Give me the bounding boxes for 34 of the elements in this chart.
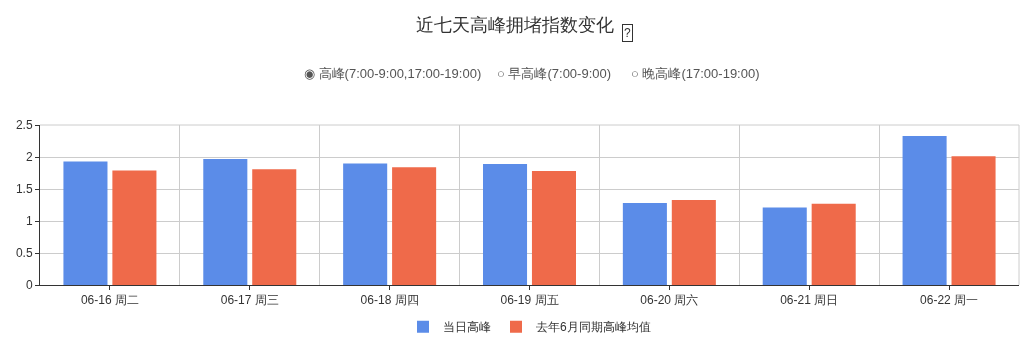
x-tick-label: 06-20 周六 [640, 293, 699, 308]
x-tick-label: 06-22 周一 [920, 293, 979, 308]
x-tick-label: 06-21 周日 [780, 293, 839, 308]
bar [811, 203, 856, 285]
bar [392, 167, 437, 285]
bar [343, 163, 388, 285]
text: ○ 早高峰(7:00-9:00) [497, 66, 612, 81]
bar [63, 161, 108, 285]
text: ◉ 高峰(7:00-9:00,17:00-19:00) [304, 66, 482, 81]
bar [203, 158, 248, 285]
bar [483, 164, 528, 285]
text: ○ 晚高峰(17:00-19:00) [631, 66, 760, 81]
y-tick-label: 1.5 [15, 182, 33, 197]
chart-title: 近七天高峰拥堵指数变化 [415, 14, 614, 35]
x-tick-label: 06-18 周四 [360, 293, 419, 308]
x-tick-label: 06-17 周三 [220, 293, 279, 308]
bar [762, 207, 807, 285]
bar [252, 169, 297, 285]
legend-label: 去年6月同期高峰均值 [536, 320, 651, 335]
x-tick-label: 06-16 周二 [80, 293, 139, 308]
bar [902, 135, 947, 285]
y-tick-label: 2.5 [15, 118, 33, 133]
y-tick-label: 2 [25, 150, 33, 165]
text: ? [624, 26, 631, 40]
legend-label: 当日高峰 [443, 320, 491, 335]
y-tick-label: 0.5 [15, 246, 33, 261]
x-tick-label: 06-19 周五 [500, 293, 559, 308]
bar [951, 156, 996, 285]
bar [531, 171, 576, 285]
bar [671, 199, 716, 285]
y-tick-label: 0 [25, 278, 33, 293]
bar [112, 170, 157, 285]
bar [622, 203, 667, 285]
y-tick-label: 1 [25, 214, 33, 229]
